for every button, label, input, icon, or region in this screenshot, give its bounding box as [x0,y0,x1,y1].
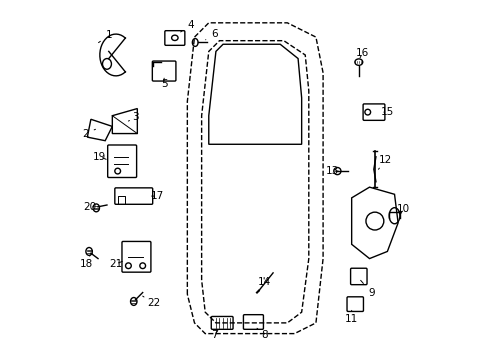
Text: 3: 3 [128,112,139,122]
Text: 9: 9 [360,280,374,297]
Text: 18: 18 [80,255,93,269]
Text: 16: 16 [355,48,368,58]
Text: 10: 10 [396,203,409,213]
Text: 12: 12 [378,156,391,169]
Text: 17: 17 [150,191,163,201]
Text: 8: 8 [257,328,267,341]
Text: 14: 14 [257,277,270,287]
Text: 11: 11 [345,310,358,324]
Text: 7: 7 [210,330,217,341]
Text: 6: 6 [205,28,217,40]
Text: 2: 2 [82,129,95,139]
Text: 5: 5 [161,78,167,89]
Text: 19: 19 [93,152,106,162]
Text: 20: 20 [83,202,97,212]
Text: 13: 13 [325,166,338,176]
Text: 22: 22 [142,296,160,308]
Text: 4: 4 [180,19,194,32]
Text: 21: 21 [109,259,122,269]
Text: 1: 1 [98,30,112,42]
Text: 15: 15 [380,107,393,117]
